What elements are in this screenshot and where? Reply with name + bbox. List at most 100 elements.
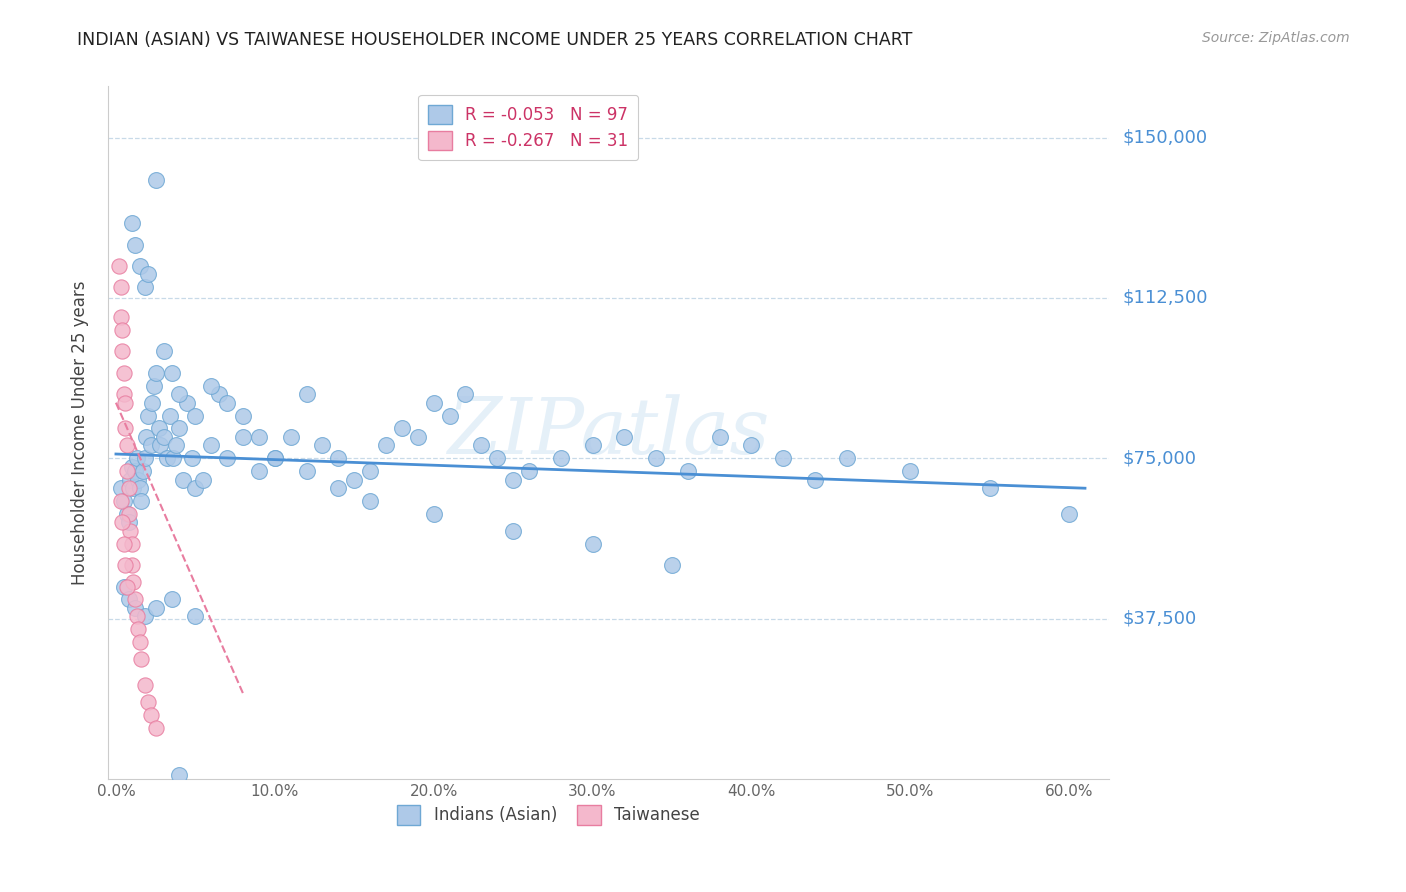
Point — [145, 601, 167, 615]
Point — [128, 481, 150, 495]
Point — [343, 473, 366, 487]
Point — [613, 430, 636, 444]
Point — [135, 430, 157, 444]
Point — [152, 344, 174, 359]
Point — [835, 451, 858, 466]
Point — [328, 481, 350, 495]
Point — [128, 635, 150, 649]
Point — [359, 464, 381, 478]
Point — [121, 459, 143, 474]
Point — [181, 451, 204, 466]
Legend: Indians (Asian), Taiwanese: Indians (Asian), Taiwanese — [389, 797, 709, 833]
Point — [117, 516, 139, 530]
Point — [422, 507, 444, 521]
Point — [486, 451, 509, 466]
Point — [139, 438, 162, 452]
Point — [280, 430, 302, 444]
Point — [502, 524, 524, 538]
Point — [117, 592, 139, 607]
Point — [295, 387, 318, 401]
Point — [125, 609, 148, 624]
Point — [117, 507, 139, 521]
Point — [131, 652, 153, 666]
Point — [115, 580, 138, 594]
Point — [740, 438, 762, 452]
Point — [581, 438, 603, 452]
Point — [124, 592, 146, 607]
Point — [406, 430, 429, 444]
Point — [232, 430, 254, 444]
Point — [110, 310, 132, 325]
Point — [217, 395, 239, 409]
Point — [108, 259, 131, 273]
Point — [517, 464, 540, 478]
Point — [112, 580, 135, 594]
Point — [111, 344, 134, 359]
Point — [125, 451, 148, 466]
Point — [141, 395, 163, 409]
Point — [110, 494, 132, 508]
Point — [134, 280, 156, 294]
Point — [148, 421, 170, 435]
Point — [114, 395, 136, 409]
Point — [263, 451, 285, 466]
Point — [115, 438, 138, 452]
Text: ZIPatlas: ZIPatlas — [447, 394, 769, 471]
Point — [804, 473, 827, 487]
Point — [328, 451, 350, 466]
Point — [247, 430, 270, 444]
Point — [134, 678, 156, 692]
Point — [232, 409, 254, 423]
Point — [200, 438, 222, 452]
Point — [112, 366, 135, 380]
Point — [263, 451, 285, 466]
Point — [149, 438, 172, 452]
Point — [114, 558, 136, 573]
Point — [127, 622, 149, 636]
Point — [502, 473, 524, 487]
Point — [165, 438, 187, 452]
Point — [112, 494, 135, 508]
Point — [581, 537, 603, 551]
Point — [160, 366, 183, 380]
Point — [145, 173, 167, 187]
Point — [111, 323, 134, 337]
Point — [121, 216, 143, 230]
Point — [131, 494, 153, 508]
Point — [193, 473, 215, 487]
Point — [1057, 507, 1080, 521]
Point — [172, 473, 194, 487]
Point — [311, 438, 333, 452]
Point — [676, 464, 699, 478]
Point — [124, 601, 146, 615]
Point — [391, 421, 413, 435]
Point — [143, 378, 166, 392]
Text: INDIAN (ASIAN) VS TAIWANESE HOUSEHOLDER INCOME UNDER 25 YEARS CORRELATION CHART: INDIAN (ASIAN) VS TAIWANESE HOUSEHOLDER … — [77, 31, 912, 49]
Point — [184, 409, 207, 423]
Point — [114, 421, 136, 435]
Point — [375, 438, 398, 452]
Point — [979, 481, 1001, 495]
Point — [124, 237, 146, 252]
Text: $37,500: $37,500 — [1123, 609, 1197, 628]
Point — [898, 464, 921, 478]
Point — [124, 464, 146, 478]
Point — [145, 721, 167, 735]
Point — [439, 409, 461, 423]
Point — [127, 473, 149, 487]
Text: $112,500: $112,500 — [1123, 289, 1208, 307]
Point — [121, 558, 143, 573]
Point — [128, 259, 150, 273]
Point — [200, 378, 222, 392]
Point — [134, 451, 156, 466]
Point — [772, 451, 794, 466]
Point — [112, 537, 135, 551]
Point — [112, 387, 135, 401]
Point — [176, 395, 198, 409]
Point — [134, 609, 156, 624]
Point — [117, 481, 139, 495]
Point — [122, 481, 145, 495]
Text: $150,000: $150,000 — [1123, 128, 1208, 146]
Point — [115, 507, 138, 521]
Point — [110, 481, 132, 495]
